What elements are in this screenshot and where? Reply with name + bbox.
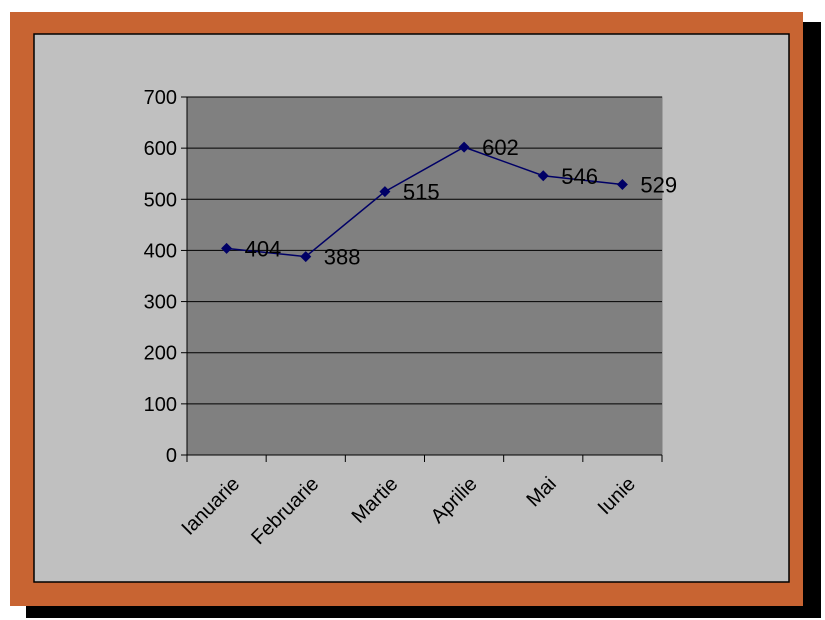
y-tick-label: 700 <box>144 87 177 109</box>
y-tick-label: 300 <box>144 292 177 314</box>
y-tick-label: 100 <box>144 394 177 416</box>
y-tick-label: 200 <box>144 343 177 365</box>
data-label: 546 <box>561 164 598 189</box>
data-label: 602 <box>482 135 519 160</box>
y-axis-ticks: 0 100 200 300 400 500 600 700 <box>144 87 187 467</box>
y-tick-label: 600 <box>144 138 177 160</box>
data-label: 515 <box>403 180 440 205</box>
data-point-marker <box>379 186 391 198</box>
data-label: 404 <box>245 236 282 261</box>
data-point-marker <box>616 178 628 190</box>
gridlines <box>187 96 662 405</box>
data-point-marker <box>300 251 312 263</box>
data-label: 388 <box>324 245 361 270</box>
data-labels: 404 388 515 602 546 529 <box>245 135 678 269</box>
y-tick-label: 400 <box>144 240 177 262</box>
data-point-marker <box>458 141 470 153</box>
series-line <box>226 146 623 258</box>
data-label: 529 <box>640 172 677 197</box>
y-tick-label: 500 <box>144 189 177 211</box>
series-markers <box>221 141 628 263</box>
plot-area <box>186 96 663 456</box>
data-point-marker <box>537 170 549 182</box>
data-point-marker <box>221 242 233 254</box>
y-tick-label: 0 <box>166 445 177 467</box>
